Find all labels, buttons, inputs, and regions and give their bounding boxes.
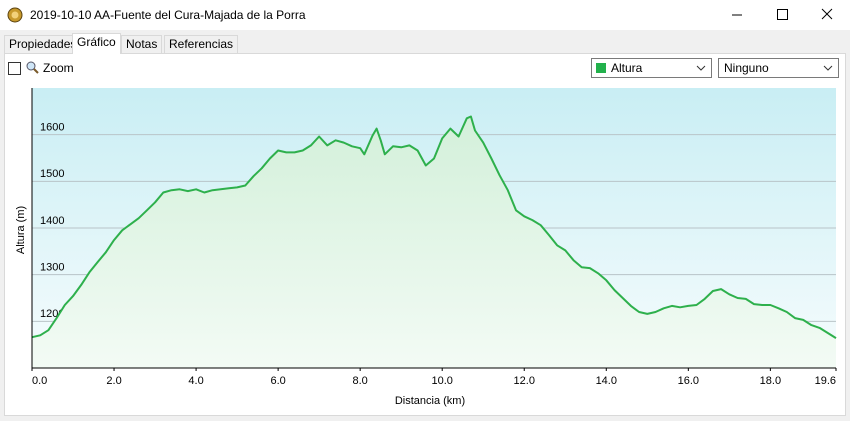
second-dropdown-text: Ninguno — [724, 61, 769, 75]
tab[interactable]: Notas — [121, 35, 163, 54]
tab[interactable]: Propiedades — [4, 35, 82, 54]
x-tick-label: 4.0 — [188, 375, 203, 387]
x-tick-label: 8.0 — [353, 375, 368, 387]
elevation-line — [31, 115, 837, 339]
window-buttons — [732, 8, 833, 20]
x-tick-label: 2.0 — [106, 375, 121, 387]
window-title: 2019-10-10 AA-Fuente del Cura-Majada de … — [30, 8, 306, 22]
y-tick-label: 1500 — [40, 168, 64, 180]
tab[interactable]: Gráfico — [72, 33, 121, 54]
zoom-icon — [26, 61, 39, 74]
chart: Altura (m) Distancia (km) 12001300140015… — [15, 88, 837, 407]
x-tick-label: 14.0 — [596, 375, 617, 387]
zoom-checkbox[interactable] — [8, 62, 21, 75]
app-icon — [7, 7, 23, 23]
x-tick-label: 12.0 — [514, 375, 535, 387]
x-tick-label: 10.0 — [431, 375, 452, 387]
zoom-label: Zoom — [43, 61, 74, 75]
y-tick-label: 1300 — [40, 262, 64, 274]
second-dropdown[interactable]: Ninguno — [718, 58, 839, 78]
tab[interactable]: Referencias — [164, 35, 239, 54]
title-bar: 2019-10-10 AA-Fuente del Cura-Majada de … — [0, 0, 850, 30]
series-dropdown-text: Altura — [611, 61, 643, 75]
x-tick-label: 0.0 — [32, 375, 47, 387]
x-tick-label: 18.0 — [760, 375, 781, 387]
x-tick-label: 6.0 — [270, 375, 285, 387]
y-tick-label: 1600 — [40, 122, 64, 134]
series-dropdown[interactable]: Altura — [591, 58, 712, 78]
y-axis-title: Altura (m) — [15, 206, 27, 254]
x-axis-title: Distancia (km) — [395, 395, 465, 407]
x-tick-label: 19.6 — [815, 375, 836, 387]
close-button[interactable] — [821, 8, 833, 20]
maximize-button[interactable] — [777, 9, 788, 20]
area-fill — [32, 116, 836, 368]
y-tick-label: 1400 — [40, 215, 64, 227]
x-tick-label: 16.0 — [678, 375, 699, 387]
